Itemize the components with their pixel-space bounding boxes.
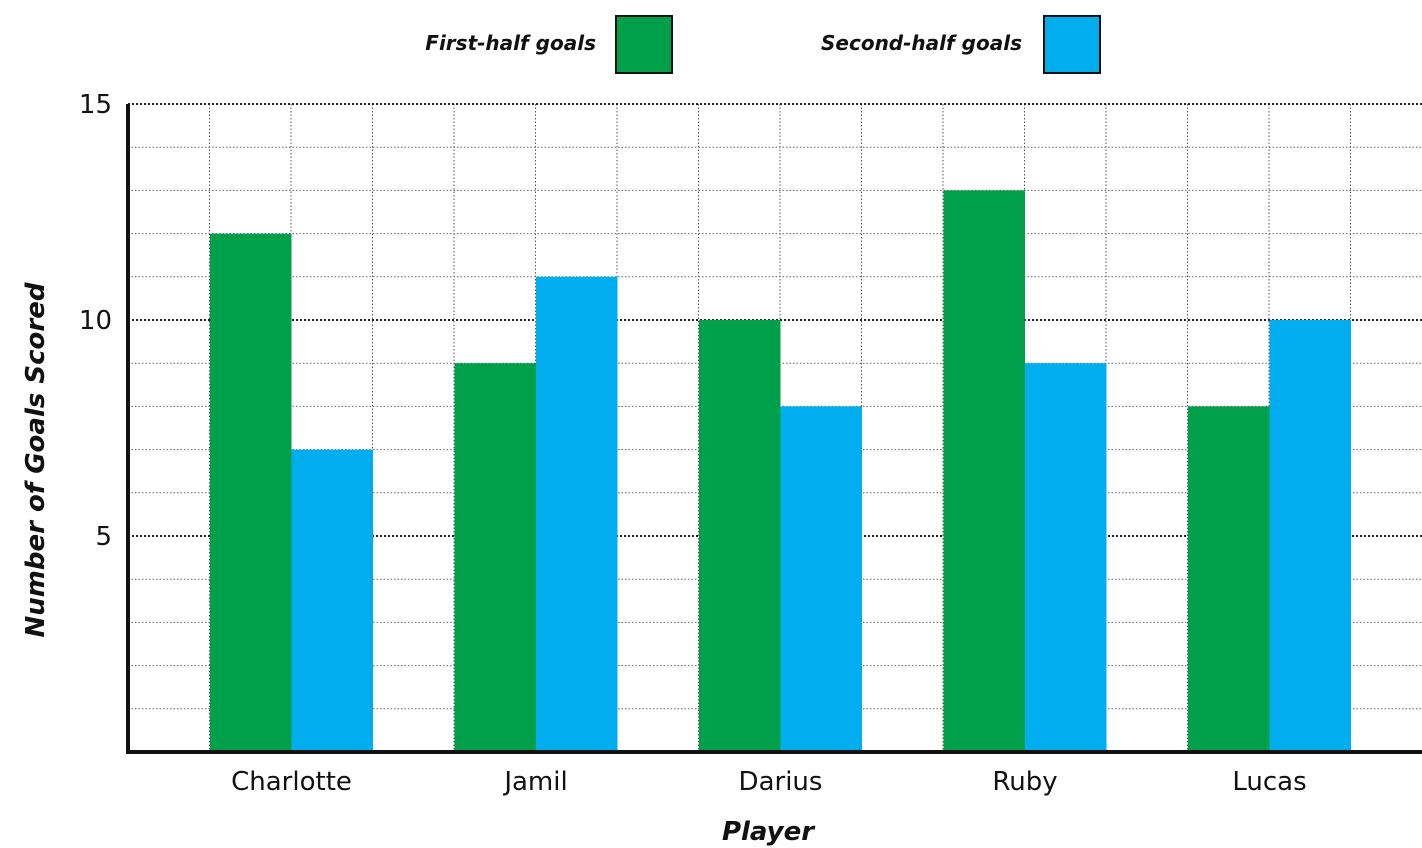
x-tick-label: Lucas <box>1232 767 1306 797</box>
bar-first-half-jamil <box>454 363 536 752</box>
y-tick-label: 5 <box>95 522 112 552</box>
bars <box>210 190 1351 753</box>
legend-swatch <box>615 15 673 74</box>
bar-first-half-ruby <box>943 190 1025 752</box>
y-tick-label: 10 <box>79 306 112 336</box>
bar-second-half-darius <box>780 406 862 752</box>
x-tick-labels: Charlotte Jamil Darius Ruby Lucas <box>231 767 1307 797</box>
y-tick-label: 15 <box>79 90 112 120</box>
bar-first-half-lucas <box>1188 406 1270 752</box>
bar-second-half-ruby <box>1025 363 1107 752</box>
bar-second-half-jamil <box>536 276 618 752</box>
x-tick-label: Darius <box>739 767 823 797</box>
legend-label: First-half goals <box>425 31 596 55</box>
legend: First-half goals Second-half goals <box>425 15 1101 74</box>
y-tick-labels: 5 10 15 <box>79 90 112 552</box>
bar-second-half-lucas <box>1269 320 1351 752</box>
axes <box>126 104 1422 754</box>
x-tick-label: Jamil <box>502 767 567 797</box>
legend-swatch <box>1043 15 1101 74</box>
x-tick-label: Charlotte <box>231 767 352 797</box>
bar-first-half-darius <box>699 320 781 752</box>
bar-first-half-charlotte <box>210 233 292 753</box>
bar-second-half-charlotte <box>291 449 373 752</box>
x-tick-label: Ruby <box>992 767 1057 797</box>
legend-label: Second-half goals <box>821 31 1022 55</box>
y-axis-title: Number of Goals Scored <box>21 282 51 637</box>
x-axis-title: Player <box>722 817 816 847</box>
